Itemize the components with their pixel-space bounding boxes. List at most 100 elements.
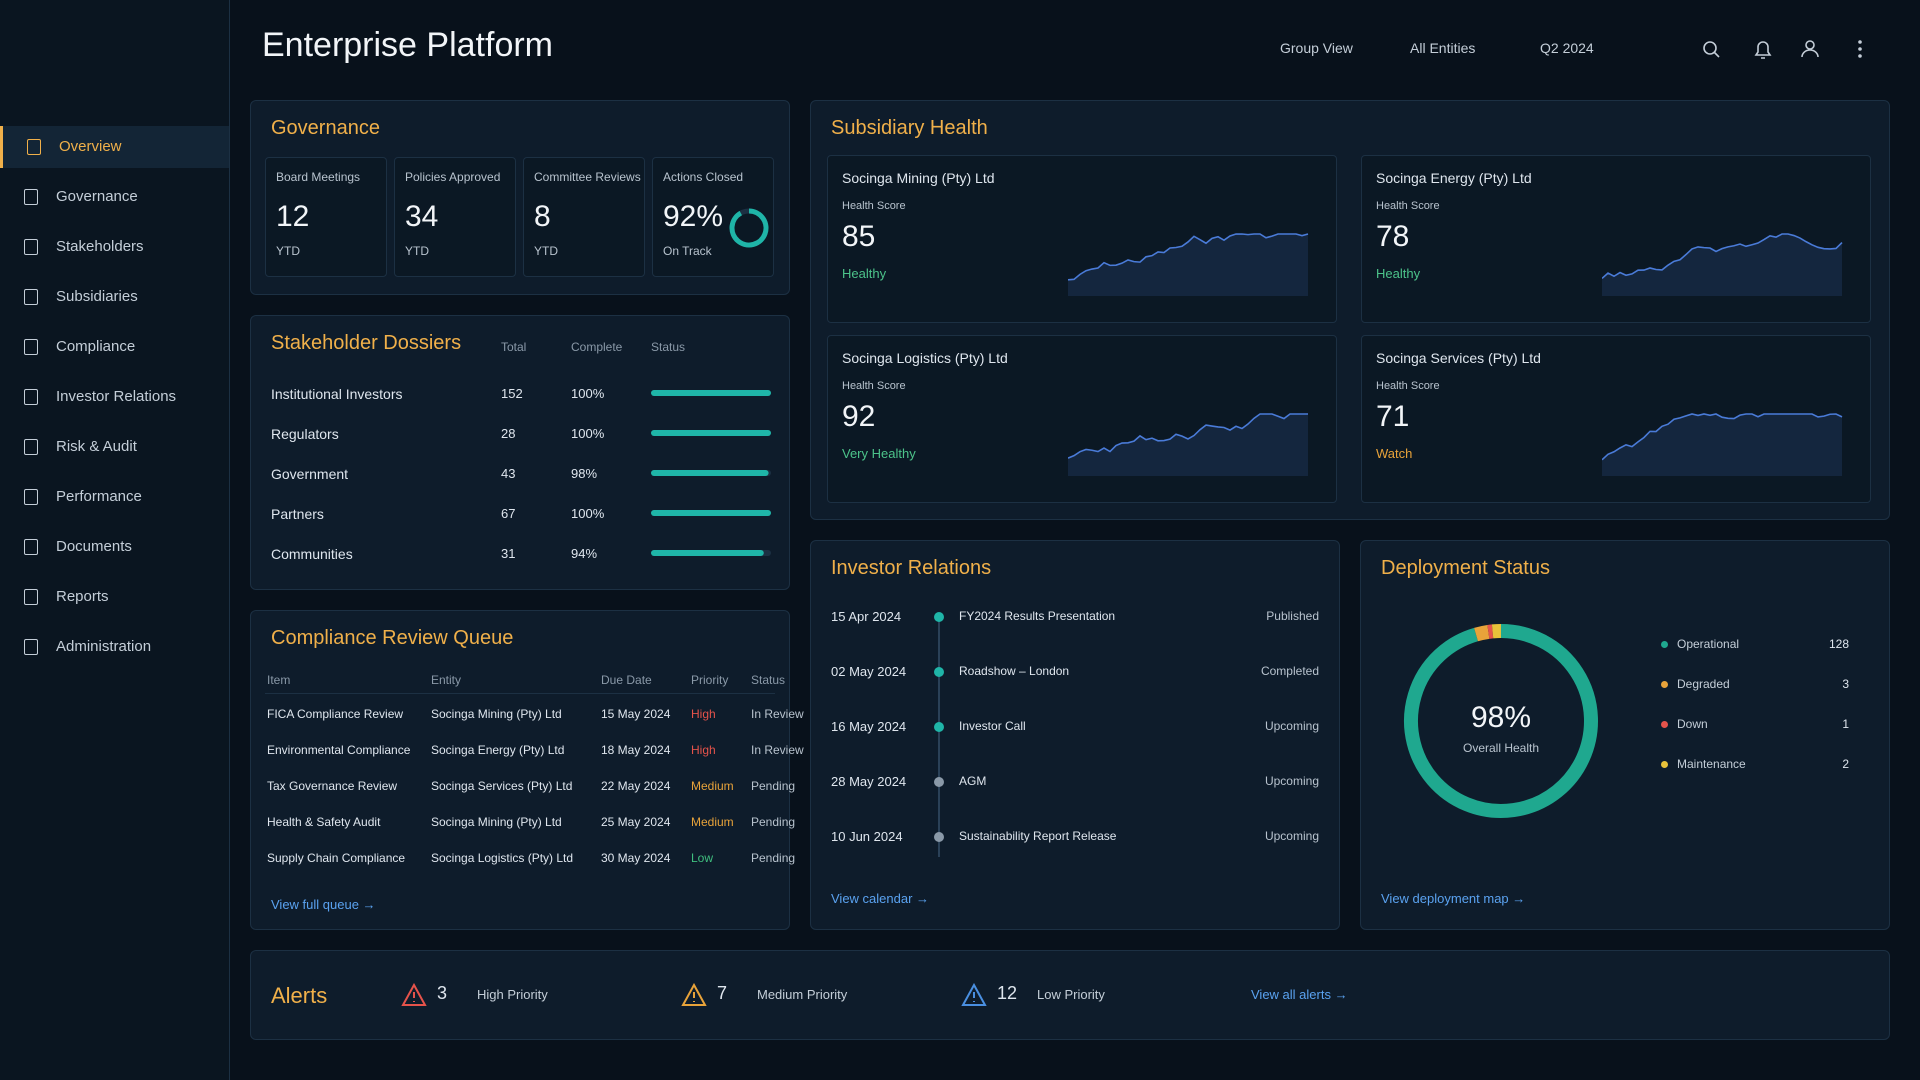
nav-icon — [24, 489, 38, 505]
bar-fill — [651, 470, 769, 476]
column-header: Priority — [691, 673, 729, 687]
filter-dropdown[interactable]: Q2 2024 — [1540, 40, 1600, 56]
bar-fill — [651, 510, 771, 516]
stakeholder-name: Communities — [271, 546, 353, 562]
deployment-donut — [1404, 624, 1598, 818]
queue-cell: High — [691, 743, 716, 757]
timeline-dot — [934, 832, 944, 842]
sidebar: Overview Governance Stakeholders Subsidiari… — [0, 0, 230, 1080]
queue-cell: Socinga Services (Pty) Ltd — [431, 779, 573, 793]
stakeholder-complete: 98% — [571, 466, 598, 481]
sparkline-line — [1068, 233, 1309, 281]
kpi-sub: On Track — [663, 244, 712, 258]
alerts-title: Alerts — [271, 983, 328, 1008]
filter-label: Q2 2024 — [1540, 40, 1594, 56]
nav-label: Risk & Audit — [56, 438, 137, 455]
status-bar — [651, 470, 771, 476]
queue-cell: 18 May 2024 — [601, 743, 671, 757]
nav-item[interactable]: Documents — [0, 526, 229, 568]
investor-panel: Investor Relations 15 Apr 2024 FY2024 Resu… — [810, 540, 1340, 930]
timeline-dot — [934, 667, 944, 677]
queue-cell: Tax Governance Review — [267, 779, 398, 793]
kpi-label: Committee Reviews — [534, 170, 641, 184]
kpi-label: Actions Closed — [663, 170, 744, 184]
health-status: Healthy — [842, 266, 887, 281]
event-date: 28 May 2024 — [831, 774, 907, 789]
nav-icon — [27, 139, 41, 155]
column-header: Total — [501, 340, 527, 354]
queue-cell: High — [691, 707, 716, 721]
stakeholder-complete: 94% — [571, 546, 598, 561]
overall-value: 98% — [1470, 701, 1532, 734]
event-name: AGM — [959, 774, 987, 788]
nav-item[interactable]: Reports — [0, 576, 229, 618]
queue-cell: In Review — [751, 707, 804, 721]
event-date: 16 May 2024 — [831, 719, 907, 734]
health-score: 85 — [842, 220, 876, 253]
column-header: Status — [751, 673, 786, 687]
search-icon[interactable] — [1703, 41, 1717, 55]
sparkline — [1602, 233, 1843, 296]
user-icon[interactable] — [1805, 40, 1815, 50]
alert-triangle — [961, 983, 987, 1006]
alert-label: Medium Priority — [757, 987, 848, 1002]
legend-dot — [1661, 761, 1668, 768]
timeline-dot — [934, 722, 944, 732]
queue-cell: FICA Compliance Review — [267, 707, 404, 721]
health-score-label: Health Score — [842, 200, 906, 212]
subsidiary-card: Socinga Mining (Pty) Ltd Health Score 85 He… — [827, 155, 1337, 323]
event-status: Upcoming — [1264, 829, 1319, 843]
view-deployment-map[interactable]: View deployment map → — [1381, 891, 1526, 906]
event-name: Roadshow – London — [959, 664, 1070, 678]
nav-item[interactable]: Overview — [0, 126, 229, 168]
nav-item[interactable]: Stakeholders — [0, 226, 229, 268]
nav-item[interactable]: Administration — [0, 626, 229, 668]
subsidiary-name: Socinga Energy (Pty) Ltd — [1376, 170, 1532, 186]
sparkline-line — [1602, 413, 1843, 461]
nav-icon — [24, 289, 38, 305]
bar-fill — [651, 390, 771, 396]
alert-label: High Priority — [477, 987, 548, 1002]
column-header: Complete — [571, 340, 623, 354]
notification-icon[interactable] — [1754, 41, 1772, 59]
stakeholder-panel: Stakeholder Dossiers Total Complete Status I… — [250, 315, 790, 590]
queue-cell: Pending — [751, 815, 796, 829]
panel-title: Subsidiary Health — [831, 117, 988, 139]
kpi-donut — [729, 208, 769, 248]
bar-fill — [651, 550, 764, 556]
nav-label: Overview — [59, 138, 122, 155]
view-calendar[interactable]: View calendar → — [831, 891, 930, 906]
nav-label: Performance — [56, 488, 142, 505]
nav-item[interactable]: Performance — [0, 476, 229, 518]
nav-item[interactable]: Risk & Audit — [0, 426, 229, 468]
sparkline-line — [1602, 233, 1843, 279]
filter-dropdown[interactable]: Group View — [1280, 40, 1359, 56]
nav-label: Governance — [56, 188, 138, 205]
sparkline-area — [1602, 234, 1842, 296]
column-header: Item — [267, 673, 291, 687]
event-date: 10 Jun 2024 — [831, 829, 903, 844]
stakeholder-total: 67 — [501, 506, 516, 521]
nav-item[interactable]: Compliance — [0, 326, 229, 368]
filter-dropdown[interactable]: All Entities — [1410, 40, 1481, 56]
nav-item[interactable]: Governance — [0, 176, 229, 218]
more-icon[interactable] — [1858, 40, 1862, 58]
stakeholder-complete: 100% — [571, 386, 605, 401]
nav-icon — [24, 239, 38, 255]
view-full-queue[interactable]: View full queue → — [271, 897, 376, 912]
kpi-value: 8 — [534, 200, 551, 233]
donut-arc — [729, 208, 769, 248]
alert-icon — [681, 983, 707, 1006]
nav-item[interactable]: Subsidiaries — [0, 276, 229, 318]
nav-icon — [24, 589, 38, 605]
nav-item[interactable]: Investor Relations — [0, 376, 229, 418]
alert-icon — [401, 983, 427, 1006]
kpi-card: Committee Reviews 8 YTD — [523, 157, 645, 277]
legend-dot — [1661, 681, 1668, 688]
panel-title: Investor Relations — [831, 557, 992, 579]
view-all-alerts[interactable]: View all alerts → — [1251, 987, 1348, 1002]
nav-icon — [24, 539, 38, 555]
legend-count: 2 — [1842, 757, 1849, 771]
status-bar — [651, 430, 771, 436]
